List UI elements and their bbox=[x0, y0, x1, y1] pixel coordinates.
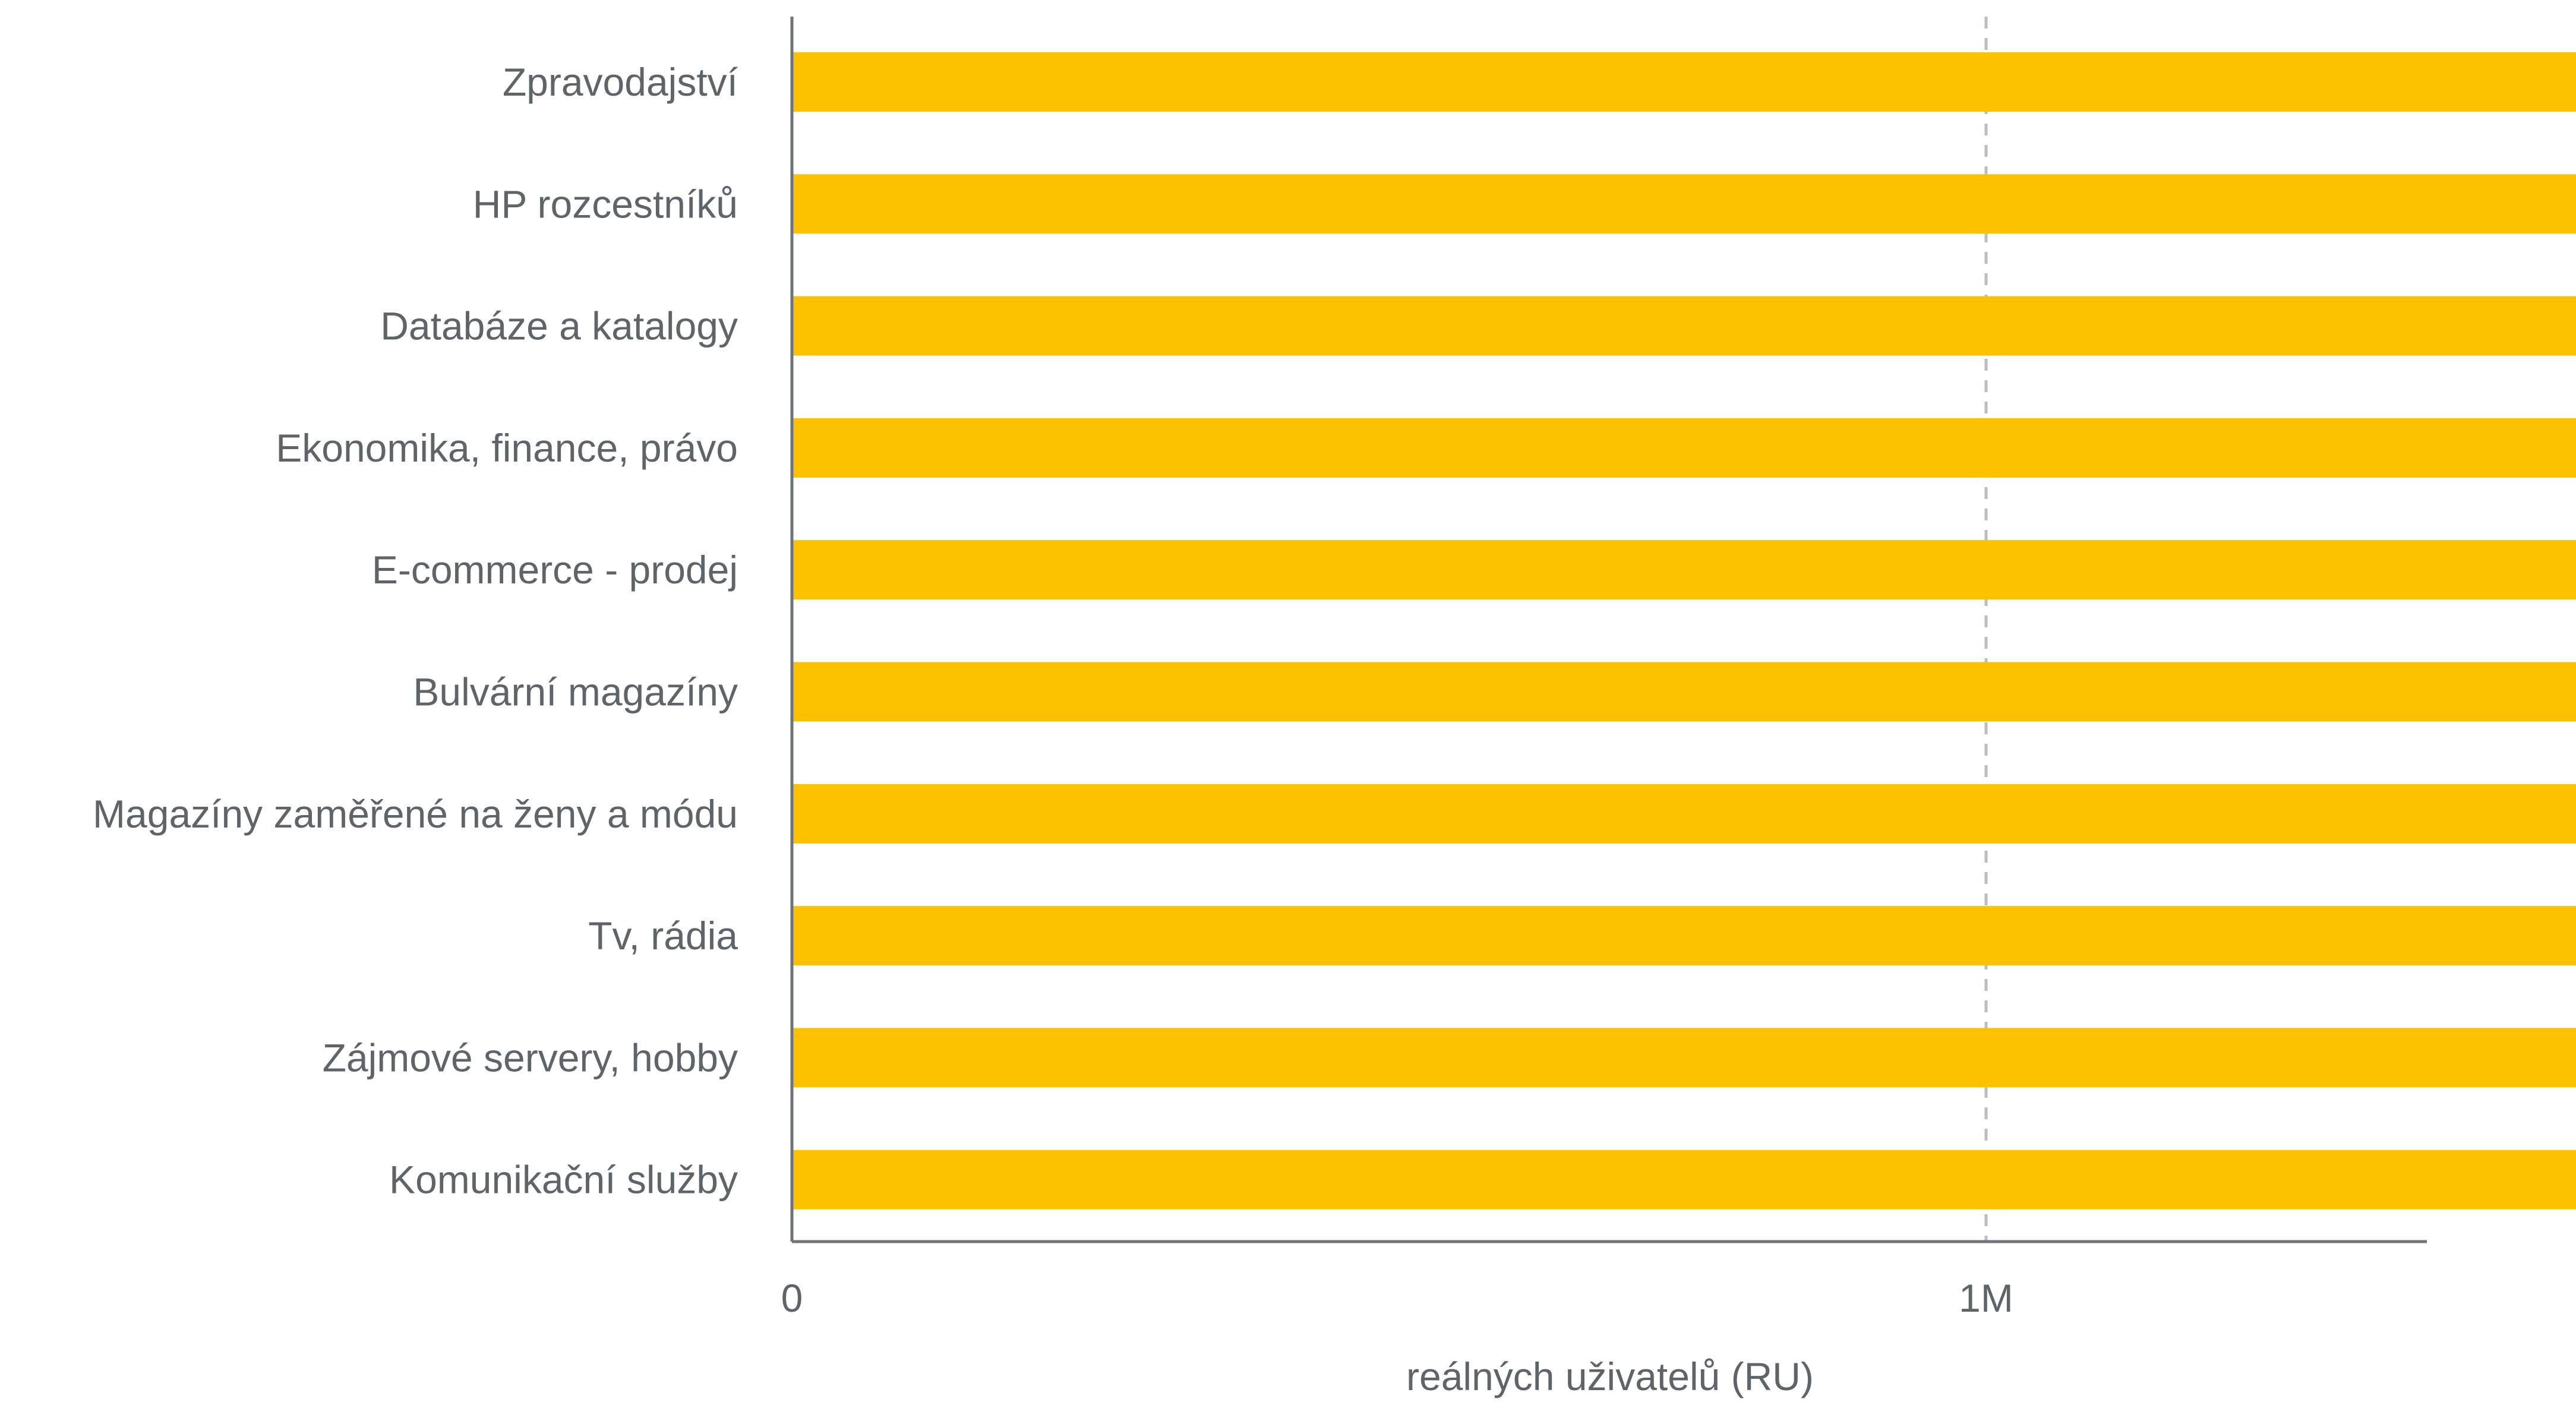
labels: 01M2M3M4M5M6MZpravodajství6 494 024HP ro… bbox=[93, 60, 2013, 1320]
bars bbox=[792, 52, 2576, 1210]
bar bbox=[792, 662, 2576, 722]
bar bbox=[792, 906, 2576, 966]
y-category-label: Magazíny zaměřené na ženy a módu bbox=[93, 792, 738, 836]
bar bbox=[792, 784, 2576, 844]
bar bbox=[792, 174, 2576, 234]
bar bbox=[792, 296, 2576, 356]
bar bbox=[792, 418, 2576, 478]
y-category-label: E-commerce - prodej bbox=[372, 548, 738, 592]
y-category-label: Databáze a katalogy bbox=[380, 304, 738, 348]
y-category-label: Ekonomika, finance, právo bbox=[276, 426, 738, 470]
bar bbox=[792, 52, 2576, 112]
y-category-label: Komunikační služby bbox=[389, 1158, 738, 1202]
axes bbox=[790, 17, 2427, 1243]
x-tick-label: 1M bbox=[1959, 1276, 2013, 1320]
bar bbox=[792, 1150, 2576, 1210]
y-category-label: Zájmové servery, hobby bbox=[323, 1035, 738, 1079]
x-tick-label: 0 bbox=[781, 1276, 803, 1320]
x-axis-title: reálných uživatelů (RU) bbox=[1406, 1354, 1814, 1398]
y-category-label: HP rozcestníků bbox=[473, 182, 738, 226]
y-category-label: Bulvární magazíny bbox=[413, 670, 738, 714]
bar bbox=[792, 1028, 2576, 1088]
y-category-label: Zpravodajství bbox=[503, 60, 738, 104]
y-category-label: Tv, rádia bbox=[588, 914, 738, 958]
bar bbox=[792, 540, 2576, 600]
